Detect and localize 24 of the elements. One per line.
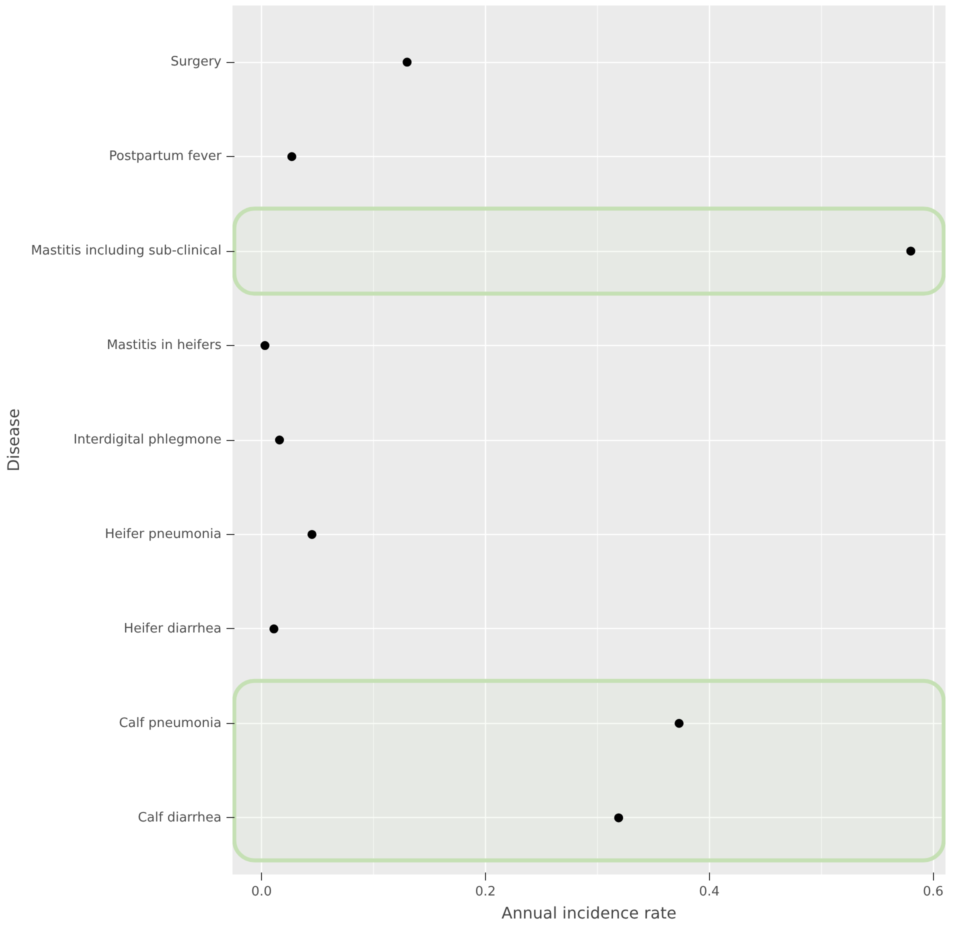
x-axis-title: Annual incidence rate [502,904,676,922]
point [674,718,684,728]
point [307,530,316,539]
y-tick-label: Interdigital phlegmone [73,432,222,448]
point [287,152,296,162]
point [906,246,916,256]
y-tick-label: Heifer pneumonia [104,526,222,542]
y-tick-label: Heifer diarrhea [124,621,222,636]
x-tick-label: 0.4 [698,884,720,900]
x-tick-label: 0.2 [475,884,496,900]
y-tick-label: Postpartum fever [108,149,222,164]
x-tick-label: 0.6 [922,884,944,900]
y-tick-label: Calf diarrhea [138,810,222,826]
point [275,436,284,444]
y-tick-label: Calf pneumonia [118,716,222,731]
y-tick-label: Mastitis including sub-clinical [30,244,222,259]
y-tick-label: Mastitis in heifers [106,338,222,354]
y-tick-label: Surgery [170,54,222,70]
point [260,341,270,350]
point [402,58,412,67]
x-tick-label: 0.0 [251,884,272,900]
point [269,624,278,634]
y-axis-title: Disease [4,408,23,472]
point [614,813,624,822]
